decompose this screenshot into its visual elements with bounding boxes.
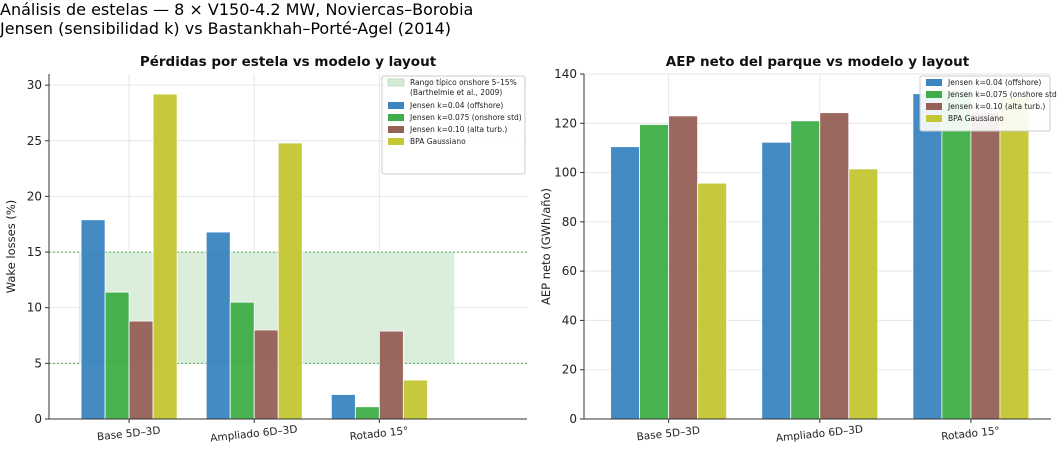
bar-1-3 [912, 93, 943, 420]
bar-1-1 [80, 219, 106, 420]
y-tick-label: 0 [34, 412, 42, 426]
wake-losses-chart: Pérdidas por estela vs modelo y layout 0 5… [4, 54, 527, 445]
legend-swatch-4 [926, 115, 942, 122]
chart-title: AEP neto del parque vs modelo y layout [666, 54, 970, 70]
y-axis-label: Wake losses (%) [4, 200, 18, 294]
bar-3-1 [128, 320, 154, 420]
bar-2-2 [790, 120, 821, 420]
legend-label-3: Jensen k=0.10 (alta turb.) [947, 102, 1045, 111]
legend-label-1: Jensen k=0.04 (offshore) [409, 101, 503, 110]
bar-4-2 [277, 142, 303, 420]
y-tick-label: 40 [562, 313, 577, 327]
legend-box [919, 75, 1051, 132]
y-tick-label: 5 [34, 356, 42, 370]
y-tick-label: 10 [27, 301, 42, 315]
legend-swatch-1 [926, 79, 942, 86]
bar-2-2 [229, 301, 255, 420]
legend-label-1: Jensen k=0.04 (offshore) [947, 78, 1041, 87]
y-axis-label: AEP neto (GWh/año) [539, 188, 553, 305]
legend-box [381, 75, 526, 175]
bars [610, 89, 1030, 420]
x-tick-label: Ampliado 6D–3D [210, 423, 298, 444]
bar-1-2 [761, 141, 792, 420]
y-tick-label: 15 [27, 245, 42, 259]
legend-label-2: Jensen k=0.075 (onshore std) [947, 90, 1057, 99]
legend-label-band-1: Rango típico onshore 5–15% [410, 78, 517, 87]
y-tick-label: 100 [554, 166, 577, 180]
bar-3-3 [970, 111, 1001, 420]
legend: Jensen k=0.04 (offshore) Jensen k=0.075 (… [919, 75, 1057, 132]
bar-4-1 [697, 182, 728, 420]
legend-label-4: BPA Gaussiano [410, 137, 466, 146]
bars [80, 93, 428, 420]
y-tick-label: 120 [554, 116, 577, 130]
y-tick-label: 80 [562, 215, 577, 229]
bar-2-3 [941, 89, 972, 420]
bar-2-1 [104, 291, 130, 420]
y-tick-label: 20 [562, 363, 577, 377]
legend-label-3: Jensen k=0.10 (alta turb.) [409, 125, 507, 134]
bar-4-3 [402, 379, 428, 420]
bar-1-2 [205, 231, 231, 420]
y-tick-label: 60 [562, 264, 577, 278]
bar-3-1 [668, 115, 699, 420]
bar-2-1 [639, 124, 670, 420]
suptitle-line-2: Jensen (sensibilidad k) vs Bastankhah–Po… [0, 19, 451, 38]
y-tick-label: 20 [27, 189, 42, 203]
legend-swatch-3 [926, 103, 942, 110]
figure-suptitle: Análisis de estelas — 8 × V150-4.2 MW, N… [0, 0, 1057, 38]
legend-swatch-1 [388, 102, 404, 109]
legend-label-2: Jensen k=0.075 (onshore std) [409, 113, 522, 122]
chart-title: Pérdidas por estela vs modelo y layout [140, 54, 437, 70]
legend-swatch-3 [388, 126, 404, 133]
legend-label-band-2: (Barthelmie et al., 2009) [410, 88, 502, 97]
bar-3-2 [253, 329, 279, 420]
bar-4-2 [848, 168, 879, 420]
legend-swatch-band [387, 78, 405, 87]
x-tick-label: Base 5D–3D [636, 425, 701, 444]
y-tick-label: 140 [554, 67, 577, 81]
x-tick-label: Ampliado 6D–3D [775, 423, 863, 444]
y-tick-label: 0 [569, 412, 577, 426]
bar-4-3 [999, 97, 1030, 420]
bar-3-3 [378, 330, 404, 420]
y-tick-label: 30 [27, 78, 42, 92]
suptitle-line-1: Análisis de estelas — 8 × V150-4.2 MW, N… [0, 0, 474, 19]
x-tick-label: Rotado 15° [349, 425, 409, 443]
bar-1-3 [330, 394, 356, 420]
bar-1-1 [610, 146, 641, 420]
legend-swatch-2 [388, 114, 404, 121]
legend-label-4: BPA Gaussiano [948, 114, 1004, 123]
x-tick-label: Base 5D–3D [96, 425, 161, 444]
x-tick-label: Rotado 15° [941, 425, 1001, 443]
y-tick-label: 25 [27, 134, 42, 148]
legend: Rango típico onshore 5–15%(Barthelmie et… [381, 75, 526, 175]
bar-3-2 [819, 112, 850, 420]
aep-chart: AEP neto del parque vs modelo y layout 0 2… [539, 54, 1057, 445]
legend-swatch-2 [926, 91, 942, 98]
bar-2-3 [354, 406, 380, 420]
bar-4-1 [152, 93, 178, 420]
legend-swatch-4 [388, 138, 404, 145]
